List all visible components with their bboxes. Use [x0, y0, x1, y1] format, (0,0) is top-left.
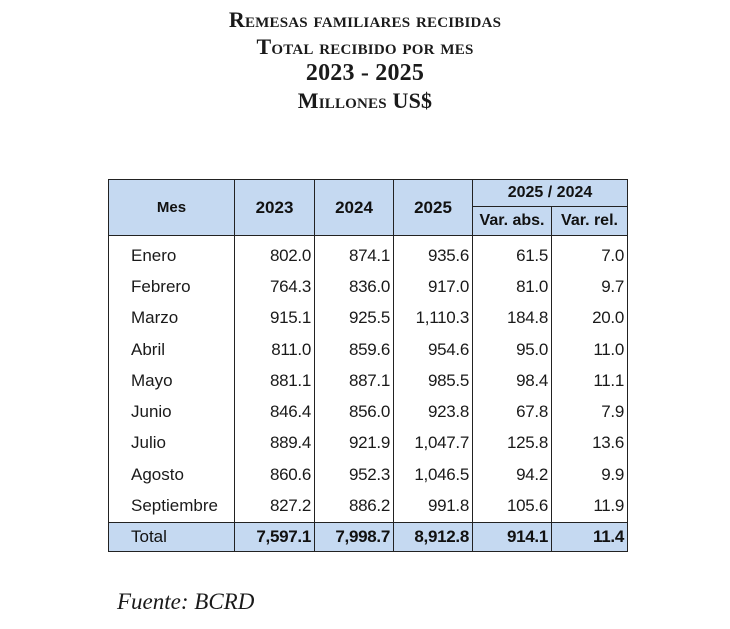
header-2024: 2024 — [314, 179, 394, 236]
value-2023-cell: 860.6 — [234, 459, 315, 491]
value-2023-cell: 811.0 — [234, 333, 315, 366]
value-2024-cell: 856.0 — [314, 396, 394, 428]
remittances-table: Mes 2023 2024 2025 2025 / 2024 Var. abs.… — [108, 179, 628, 552]
report-title: Remesas familiares recibidas Total recib… — [0, 6, 730, 114]
var-abs-cell: 61.5 — [472, 235, 552, 272]
source-note: Fuente: BCRD — [117, 589, 255, 614]
value-2024-cell: 887.1 — [314, 365, 394, 397]
value-2023-cell: 889.4 — [234, 427, 315, 460]
var-abs-cell: 184.8 — [472, 302, 552, 334]
month-cell: Febrero — [108, 271, 235, 303]
value-2025-cell: 923.8 — [393, 396, 473, 428]
value-2025-cell: 991.8 — [393, 490, 473, 523]
var-rel-cell: 11.1 — [551, 365, 628, 397]
var-abs-cell: 67.8 — [472, 396, 552, 428]
value-2024-cell: 886.2 — [314, 490, 394, 523]
header-month: Mes — [108, 179, 235, 236]
var-rel-cell: 9.7 — [551, 271, 628, 303]
value-2024-cell: 836.0 — [314, 271, 394, 303]
var-rel-cell: 7.9 — [551, 396, 628, 428]
header-var-abs: Var. abs. — [472, 206, 552, 236]
value-2024-cell: 921.9 — [314, 427, 394, 460]
header-comparison: 2025 / 2024 — [472, 179, 628, 207]
table-row: Mayo 881.1 887.1 985.5 98.4 11.1 — [108, 365, 628, 397]
var-rel-cell: 7.0 — [551, 235, 628, 272]
table-row: Abril 811.0 859.6 954.6 95.0 11.0 — [108, 333, 628, 366]
value-2023-cell: 802.0 — [234, 235, 315, 272]
header-2025: 2025 — [393, 179, 473, 236]
value-2024-cell: 952.3 — [314, 459, 394, 491]
total-row: Total 7,597.1 7,998.7 8,912.8 914.1 11.4 — [108, 521, 628, 552]
var-rel-cell: 9.9 — [551, 459, 628, 491]
var-abs-cell: 125.8 — [472, 427, 552, 460]
var-abs-cell: 95.0 — [472, 333, 552, 366]
total-value-2023-cell: 7,597.1 — [234, 521, 315, 552]
month-cell: Enero — [108, 235, 235, 272]
total-value-2024-cell: 7,998.7 — [314, 521, 394, 552]
value-2023-cell: 881.1 — [234, 365, 315, 397]
var-rel-cell: 11.9 — [551, 490, 628, 523]
month-cell: Junio — [108, 396, 235, 428]
value-2023-cell: 827.2 — [234, 490, 315, 523]
table-row: Agosto 860.6 952.3 1,046.5 94.2 9.9 — [108, 459, 628, 491]
value-2025-cell: 935.6 — [393, 235, 473, 272]
month-cell: Marzo — [108, 302, 235, 334]
table-row: Junio 846.4 856.0 923.8 67.8 7.9 — [108, 396, 628, 428]
var-abs-cell: 94.2 — [472, 459, 552, 491]
month-cell: Mayo — [108, 365, 235, 397]
value-2023-cell: 846.4 — [234, 396, 315, 428]
value-2024-cell: 859.6 — [314, 333, 394, 366]
value-2025-cell: 954.6 — [393, 333, 473, 366]
table-row: Septiembre 827.2 886.2 991.8 105.6 11.9 — [108, 490, 628, 523]
table-row: Julio 889.4 921.9 1,047.7 125.8 13.6 — [108, 427, 628, 460]
total-var-rel-cell: 11.4 — [551, 521, 628, 552]
month-cell: Julio — [108, 427, 235, 460]
month-cell: Abril — [108, 333, 235, 366]
month-cell: Septiembre — [108, 490, 235, 523]
value-2025-cell: 917.0 — [393, 271, 473, 303]
title-line-1: Remesas familiares recibidas — [228, 7, 502, 32]
var-abs-cell: 81.0 — [472, 271, 552, 303]
value-2023-cell: 915.1 — [234, 302, 315, 334]
table-row: Febrero 764.3 836.0 917.0 81.0 9.7 — [108, 271, 628, 303]
total-month-cell: Total — [108, 521, 235, 552]
value-2025-cell: 1,110.3 — [393, 302, 473, 334]
table-row: Enero 802.0 874.1 935.6 61.5 7.0 — [108, 235, 628, 272]
value-2025-cell: 1,047.7 — [393, 427, 473, 460]
header-2023: 2023 — [234, 179, 315, 236]
total-var-abs-cell: 914.1 — [472, 521, 552, 552]
value-2025-cell: 1,046.5 — [393, 459, 473, 491]
total-value-2025-cell: 8,912.8 — [393, 521, 473, 552]
table-row: Marzo 915.1 925.5 1,110.3 184.8 20.0 — [108, 302, 628, 334]
month-cell: Agosto — [108, 459, 235, 491]
var-rel-cell: 13.6 — [551, 427, 628, 460]
title-line-years: 2023 - 2025 — [305, 60, 425, 86]
var-rel-cell: 11.0 — [551, 333, 628, 366]
title-line-2: Total recibido por mes — [256, 34, 474, 59]
value-2024-cell: 874.1 — [314, 235, 394, 272]
var-rel-cell: 20.0 — [551, 302, 628, 334]
var-abs-cell: 105.6 — [472, 490, 552, 523]
header-var-rel: Var. rel. — [551, 206, 628, 236]
value-2023-cell: 764.3 — [234, 271, 315, 303]
var-abs-cell: 98.4 — [472, 365, 552, 397]
value-2024-cell: 925.5 — [314, 302, 394, 334]
title-line-units: Millones US$ — [297, 88, 433, 113]
value-2025-cell: 985.5 — [393, 365, 473, 397]
